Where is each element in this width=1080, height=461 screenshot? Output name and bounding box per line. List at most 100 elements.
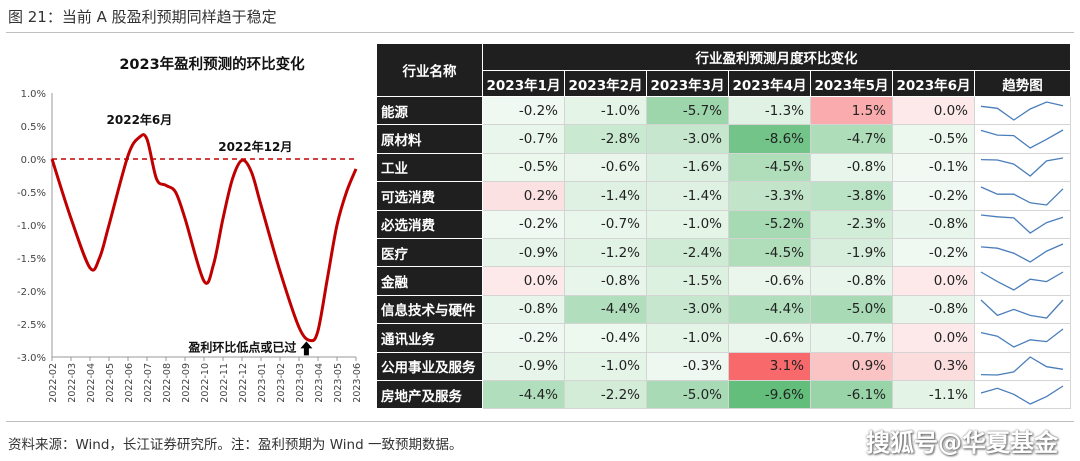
value-cell: -1.1% (892, 379, 975, 410)
sparkline-line (980, 385, 1064, 405)
value-cell: -4.5% (728, 237, 811, 268)
x-tick-label: 2023-04 (314, 363, 325, 403)
value-cell: -4.4% (564, 294, 647, 325)
value-cell: -1.0% (646, 323, 729, 353)
value-cell: -0.9% (482, 351, 565, 381)
col-header-4: 2023年4月 (728, 70, 811, 97)
sparkline-cell (974, 351, 1071, 381)
y-tick-label: 0.0% (21, 155, 46, 166)
industry-name: 公用事业及服务 (376, 351, 483, 381)
value-cell: -0.8% (810, 266, 893, 296)
x-tick-label: 2022-12 (238, 363, 249, 403)
x-tick-label: 2023-02 (276, 363, 287, 403)
y-tick-label: -1.0% (17, 221, 46, 232)
value-cell: -0.6% (728, 266, 811, 296)
sparkline-cell (974, 266, 1071, 296)
value-cell: 0.9% (810, 351, 893, 381)
x-tick-label: 2023-05 (333, 363, 344, 403)
sparkline (980, 243, 1064, 263)
industry-name: 医疗 (376, 237, 483, 268)
value-cell: -5.0% (646, 379, 729, 410)
x-tick-label: 2023-03 (295, 363, 306, 403)
col-header-1: 2023年1月 (482, 70, 565, 97)
table-row: 房地产及服务 -4.4% -2.2% -5.0% -9.6% -6.1% -1.1% (376, 379, 1071, 410)
table-row: 医疗 -0.9% -1.2% -2.4% -4.5% -1.9% -0.2% (376, 237, 1071, 268)
value-cell: -0.5% (892, 124, 975, 154)
value-cell: -0.5% (482, 152, 565, 183)
line-chart: 2023年盈利预测的环比变化 1.0% 0.5% 0.0% -0.5% -1.0% -1.5… (17, 55, 363, 403)
y-tick-label: -3.0% (17, 353, 46, 364)
sparkline-line (980, 328, 1064, 348)
value-cell: -3.8% (810, 181, 893, 211)
sparkline-line (980, 243, 1064, 263)
sparkline-cell (974, 379, 1071, 410)
sparkline (980, 356, 1064, 376)
value-cell: 0.0% (892, 323, 975, 353)
sparkline-cell (974, 209, 1071, 239)
col-header-2: 2023年2月 (564, 70, 647, 97)
value-cell: -1.4% (564, 181, 647, 211)
annotation-dec-2022: 2022年12月 (218, 139, 292, 154)
value-cell: -4.5% (728, 152, 811, 183)
sparkline-line (980, 299, 1064, 320)
sparkline-cell (974, 323, 1071, 353)
value-cell: -3.0% (646, 124, 729, 154)
value-cell: -1.0% (564, 351, 647, 381)
annotation-jun-2022: 2022年6月 (107, 112, 173, 127)
table-row: 可选消费 0.2% -1.4% -1.4% -3.3% -3.8% -0.2% (376, 181, 1071, 211)
bottom-divider (6, 421, 1074, 422)
value-cell: -0.8% (482, 294, 565, 325)
sparkline-cell (974, 95, 1071, 126)
x-tick-label: 2022-02 (48, 363, 59, 403)
value-cell: 0.0% (892, 95, 975, 126)
annotation-low-point: 盈利环比低点或已过 (187, 339, 296, 354)
value-cell: -1.9% (810, 237, 893, 268)
up-arrow-icon (300, 341, 313, 356)
value-cell: 0.2% (482, 181, 565, 211)
value-cell: -1.3% (728, 95, 811, 126)
col-header-5: 2023年5月 (810, 70, 893, 97)
value-cell: -4.7% (810, 124, 893, 154)
value-cell: -0.2% (892, 181, 975, 211)
x-tick-label: 2022-03 (67, 363, 78, 403)
industry-name: 房地产及服务 (376, 379, 483, 410)
industry-name: 通讯业务 (376, 323, 483, 353)
industry-name: 金融 (376, 266, 483, 296)
value-cell: -2.4% (646, 237, 729, 268)
sparkline-line (980, 101, 1064, 121)
y-tick-label: -0.5% (17, 188, 46, 199)
x-tick-label: 2022-08 (162, 363, 173, 403)
value-cell: -1.6% (646, 152, 729, 183)
industry-name: 可选消费 (376, 181, 483, 211)
value-cell: -1.0% (564, 95, 647, 126)
sparkline-cell (974, 124, 1071, 154)
x-tick-label: 2023-01 (257, 363, 268, 403)
value-cell: -0.7% (564, 209, 647, 239)
value-cell: -0.2% (482, 209, 565, 239)
value-cell: -0.7% (482, 124, 565, 154)
sparkline (980, 299, 1064, 320)
value-cell: -3.3% (728, 181, 811, 211)
value-cell: -9.6% (728, 379, 811, 410)
value-cell: -1.0% (646, 209, 729, 239)
sparkline (980, 157, 1064, 178)
industry-table: 行业名称 行业盈利预测月度环比变化 2023年1月 2023年2月 2023年3… (376, 43, 1071, 410)
table-row: 原材料 -0.7% -2.8% -3.0% -8.6% -4.7% -0.5% (376, 124, 1071, 154)
industry-name: 信息技术与硬件 (376, 294, 483, 325)
value-cell: -0.6% (728, 323, 811, 353)
sparkline-line (980, 186, 1064, 206)
value-cell: -0.4% (564, 323, 647, 353)
value-cell: -0.1% (892, 152, 975, 183)
value-cell: -0.8% (564, 266, 647, 296)
col-header-6: 2023年6月 (892, 70, 975, 97)
table-row: 能源 -0.2% -1.0% -5.7% -1.3% 1.5% 0.0% (376, 95, 1071, 126)
industry-name: 能源 (376, 95, 483, 126)
value-cell: 3.1% (728, 351, 811, 381)
value-cell: -4.4% (728, 294, 811, 325)
sparkline-cell (974, 237, 1071, 268)
value-cell: -0.6% (564, 152, 647, 183)
value-cell: -3.0% (646, 294, 729, 325)
value-cell: 0.3% (892, 351, 975, 381)
y-tick-label: -1.5% (17, 254, 46, 265)
sparkline (980, 129, 1064, 149)
